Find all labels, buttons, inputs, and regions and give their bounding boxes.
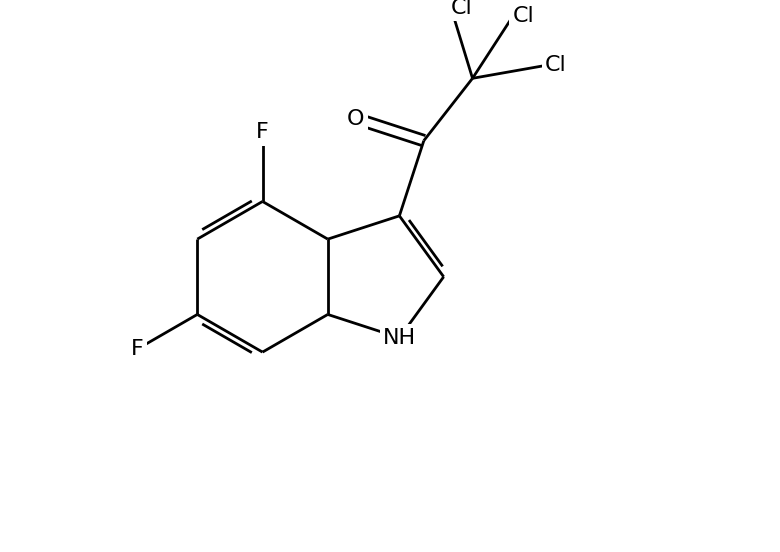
Text: O: O	[347, 109, 364, 129]
Text: Cl: Cl	[545, 56, 567, 76]
Text: Cl: Cl	[451, 0, 473, 18]
Text: Cl: Cl	[512, 7, 534, 26]
Text: NH: NH	[383, 328, 416, 348]
Text: F: F	[131, 339, 144, 359]
Text: F: F	[256, 122, 269, 142]
